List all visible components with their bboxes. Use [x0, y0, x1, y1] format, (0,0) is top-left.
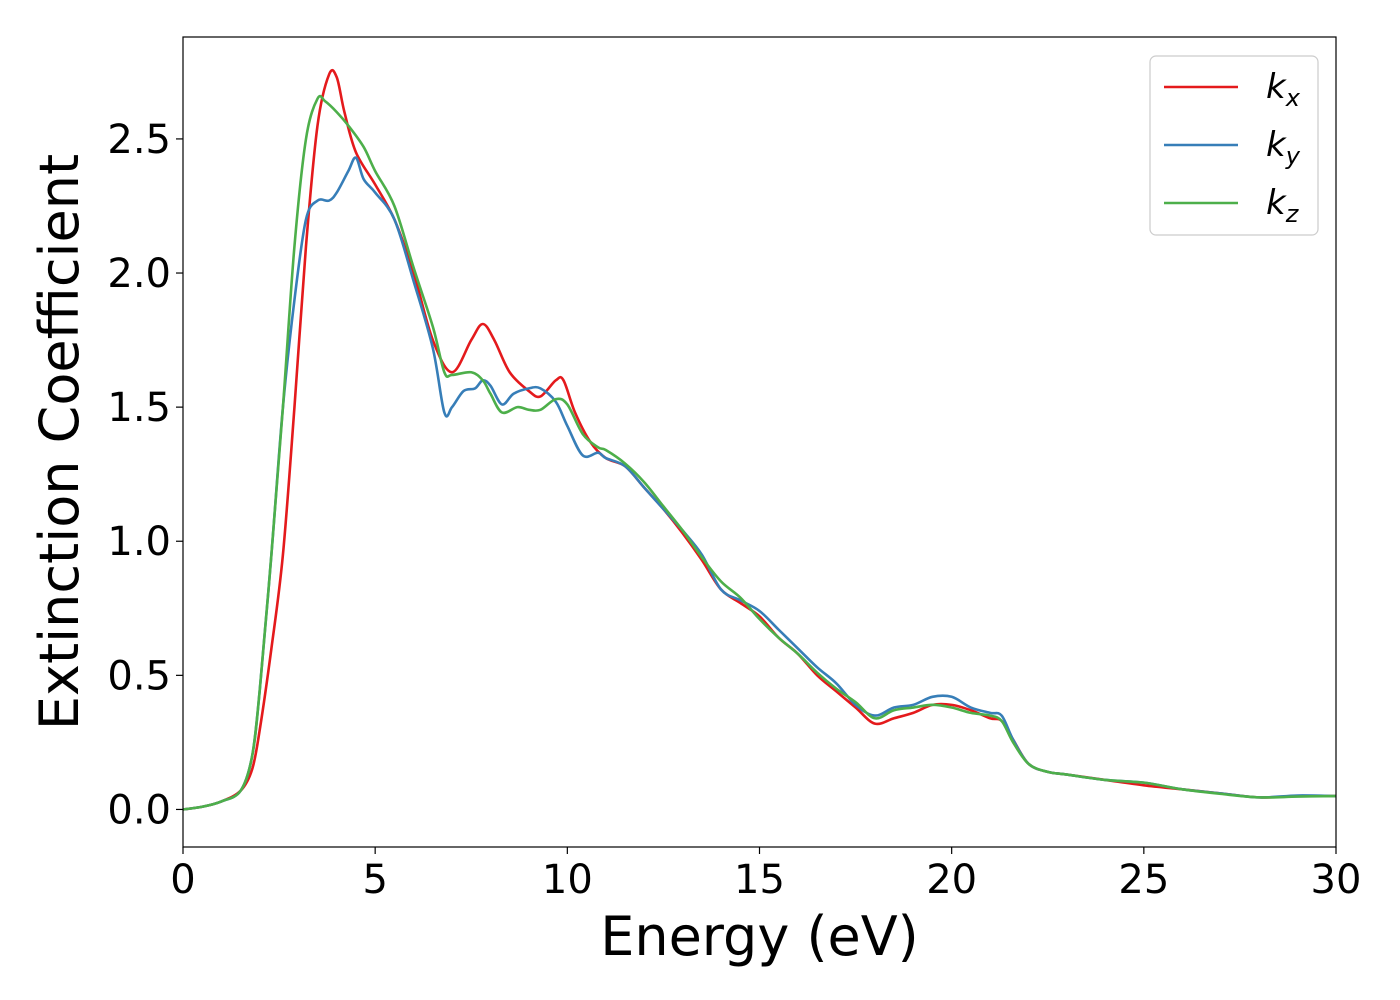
x-tick-label: 5 [362, 857, 387, 903]
x-tick-label: 0 [170, 857, 195, 903]
series-layer [183, 68, 1336, 811]
x-axis: 0 5 10 15 20 25 30 [170, 847, 1361, 903]
series-line-kz [183, 94, 1336, 811]
y-tick-label: 2.0 [107, 251, 171, 297]
x-tick-label: 30 [1311, 857, 1362, 903]
x-tick-label: 25 [1118, 857, 1169, 903]
y-tick-label: 1.5 [107, 385, 171, 431]
legend-label-ky: ky [1266, 125, 1301, 170]
legend-label-kx: kx [1266, 67, 1301, 112]
legend-label-kz: kz [1266, 183, 1300, 228]
y-axis-title: Extinction Coefficient [28, 154, 91, 730]
y-tick-label: 2.5 [107, 117, 171, 163]
y-tick-label: 0.0 [107, 787, 171, 833]
x-tick-label: 20 [926, 857, 977, 903]
y-tick-label: 0.5 [107, 653, 171, 699]
series-line-ky [183, 156, 1336, 811]
y-tick-label: 1.0 [107, 519, 171, 565]
x-tick-label: 15 [734, 857, 785, 903]
x-axis-title: Energy (eV) [600, 905, 919, 968]
y-axis: 0.0 0.5 1.0 1.5 2.0 2.5 [107, 117, 183, 833]
legend: kx ky kz [1149, 55, 1319, 236]
x-tick-label: 10 [542, 857, 593, 903]
